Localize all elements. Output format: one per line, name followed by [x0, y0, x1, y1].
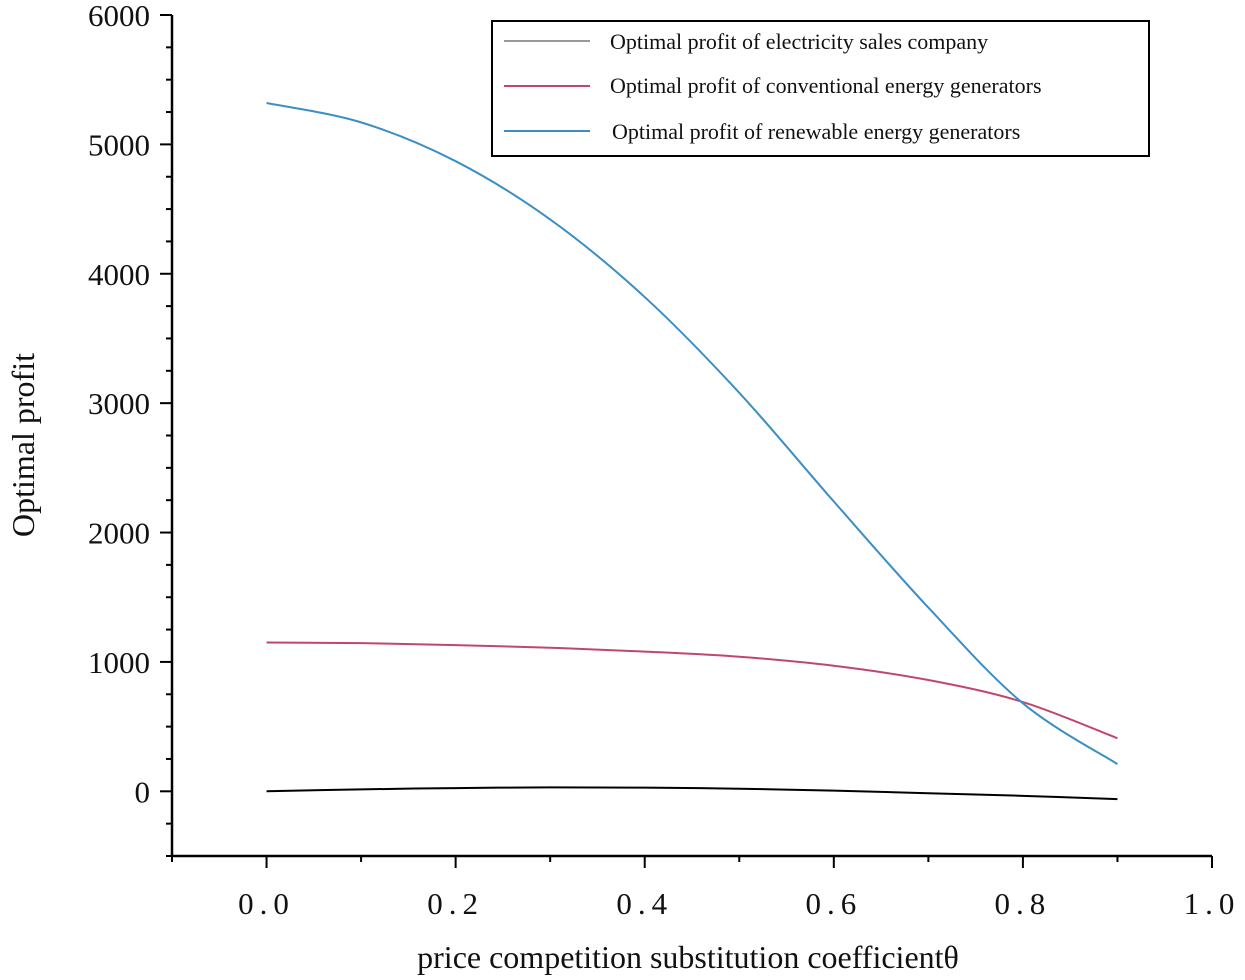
series-line-conventional	[266, 641, 1118, 740]
y-tick-label: 2000	[88, 516, 150, 551]
series-line-renewable	[266, 102, 1118, 765]
legend-label-conventional: Optimal profit of conventional energy ge…	[610, 73, 1042, 98]
y-axis-ticks: 0 1000 2000 3000 4000 5000 6000	[88, 0, 172, 857]
y-tick-label: 5000	[88, 127, 150, 162]
x-tick-label: 0.0	[238, 886, 295, 921]
y-tick-label: 3000	[88, 386, 150, 421]
y-tick-label: 4000	[88, 257, 150, 292]
legend-box	[491, 20, 1150, 157]
series-line-sales	[266, 786, 1118, 801]
x-tick-label: 0.4	[616, 886, 673, 921]
y-tick-label: 1000	[88, 645, 150, 680]
y-tick-label: 6000	[88, 0, 150, 33]
x-tick-label: 0.6	[805, 886, 862, 921]
legend-label-sales: Optimal profit of electricity sales comp…	[610, 29, 988, 54]
y-axis-title: Optimal profit	[5, 353, 41, 537]
legend: Optimal profit of electricity sales comp…	[491, 20, 1150, 157]
x-tick-label: 0.8	[995, 886, 1052, 921]
x-axis-title: price competition substitution coefficie…	[417, 939, 959, 975]
legend-label-renewable: Optimal profit of renewable energy gener…	[612, 119, 1020, 144]
x-tick-label: 0.2	[427, 886, 484, 921]
series-lines	[266, 102, 1118, 801]
x-axis-ticks: 0.0 0.2 0.4 0.6 0.8 1.0	[171, 856, 1241, 921]
x-tick-label: 1.0	[1184, 886, 1241, 921]
y-tick-label: 0	[135, 774, 151, 809]
